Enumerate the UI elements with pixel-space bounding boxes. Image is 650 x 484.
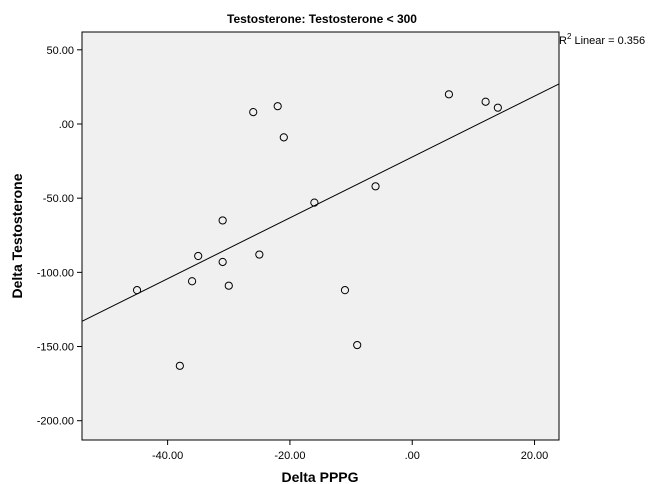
x-tick-label: 20.00 bbox=[521, 450, 549, 462]
r-squared-annotation: R2 Linear = 0.356 bbox=[559, 32, 645, 47]
r-squared-value: Linear = 0.356 bbox=[571, 35, 645, 47]
x-axis: -40.00 -20.00 .00 20.00 bbox=[152, 440, 548, 462]
x-tick-label: -40.00 bbox=[152, 450, 183, 462]
x-tick-label: .00 bbox=[405, 450, 420, 462]
x-tick-label: -20.00 bbox=[274, 450, 305, 462]
y-tick-label: -50.00 bbox=[43, 193, 74, 205]
y-tick-label: -200.00 bbox=[37, 416, 74, 428]
x-axis-label: Delta PPPG bbox=[281, 469, 358, 484]
y-axis: 50.00 .00 -50.00 -100.00 -150.00 -200.00 bbox=[37, 45, 82, 428]
y-tick-label: -100.00 bbox=[37, 267, 74, 279]
y-tick-label: -150.00 bbox=[37, 342, 74, 354]
plot-area bbox=[82, 32, 559, 440]
y-tick-label: 50.00 bbox=[46, 45, 74, 57]
r-squared-prefix: R bbox=[559, 35, 567, 47]
y-axis-label: Delta Testosterone bbox=[9, 173, 25, 298]
y-tick-label: .00 bbox=[59, 119, 74, 131]
chart-title: Testosterone: Testosterone < 300 bbox=[227, 12, 417, 26]
